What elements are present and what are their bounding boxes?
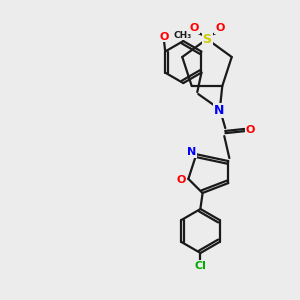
Text: N: N xyxy=(187,147,196,157)
Text: O: O xyxy=(189,23,199,33)
Text: S: S xyxy=(202,32,211,46)
Text: O: O xyxy=(215,23,225,33)
Text: O: O xyxy=(159,32,169,42)
Text: Cl: Cl xyxy=(194,261,206,271)
Text: N: N xyxy=(214,103,224,117)
Text: CH₃: CH₃ xyxy=(173,31,191,40)
Text: O: O xyxy=(177,175,186,185)
Text: O: O xyxy=(246,125,255,135)
